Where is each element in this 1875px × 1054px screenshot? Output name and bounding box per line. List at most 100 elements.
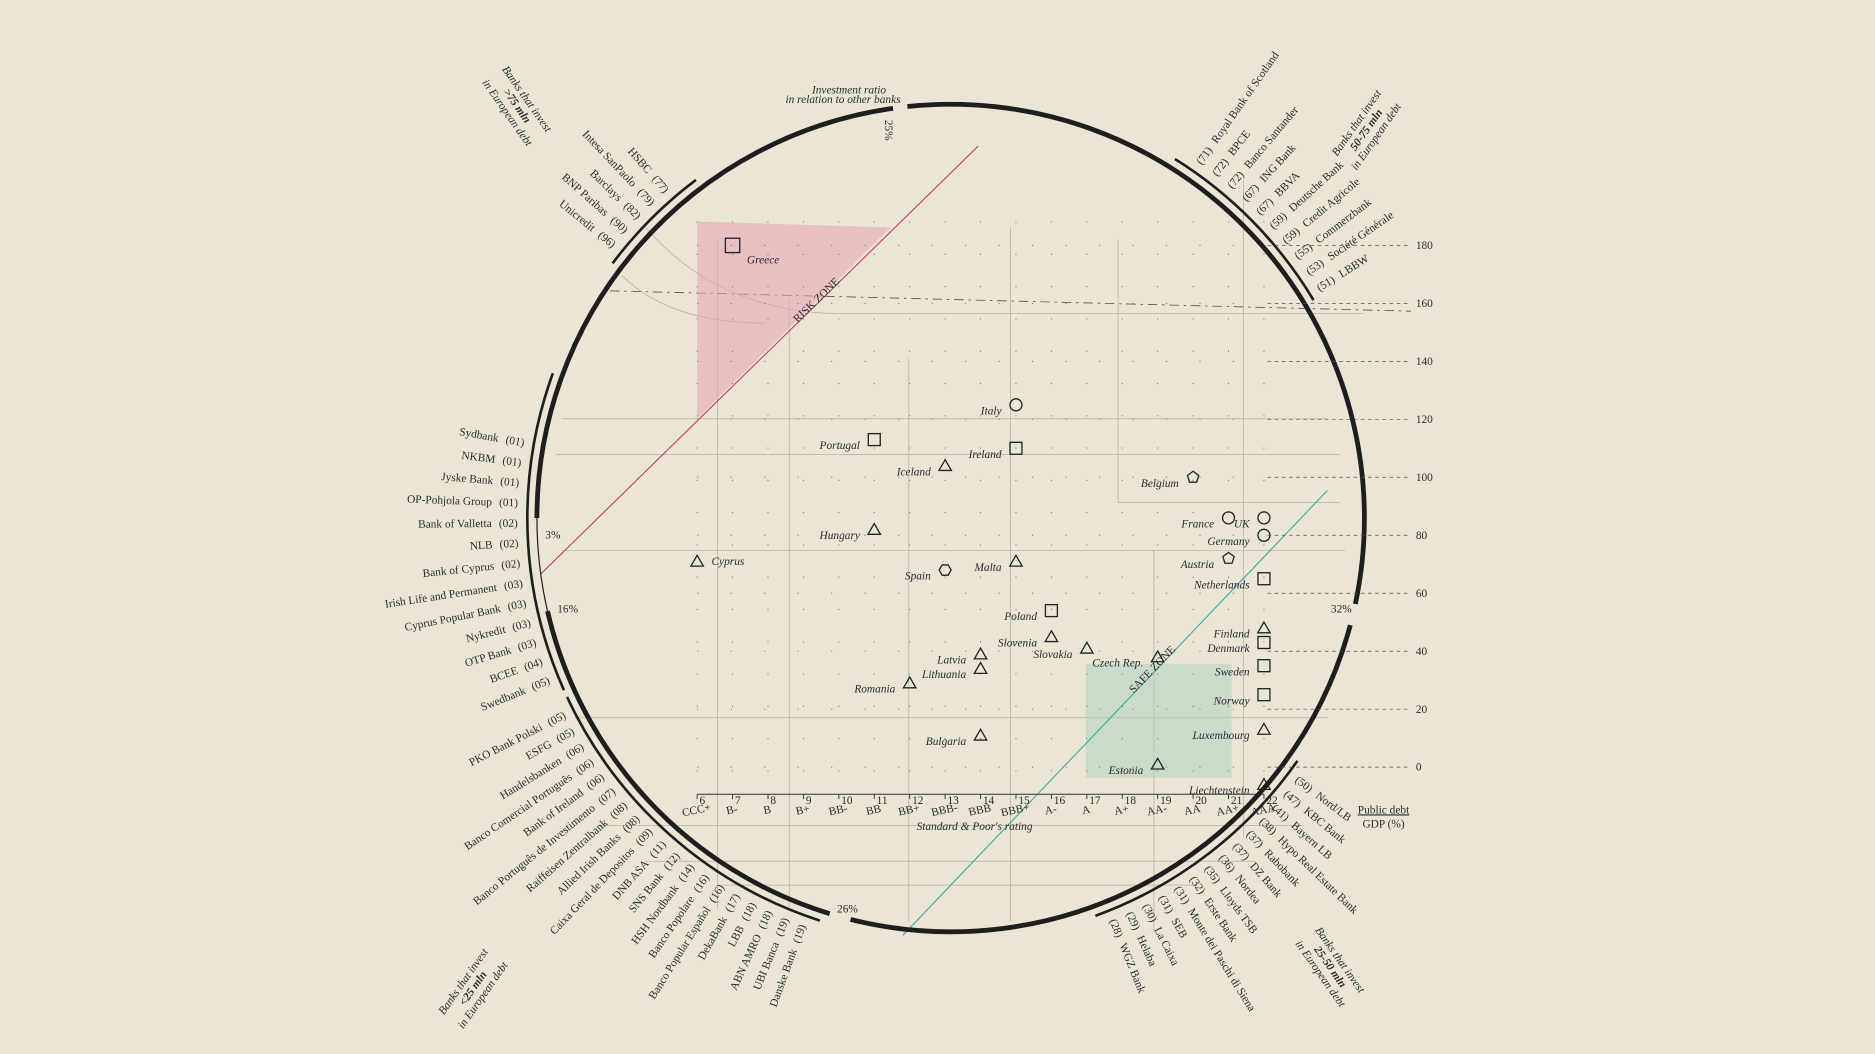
- marker-square: [1257, 659, 1271, 673]
- bank-count: (02): [499, 518, 518, 530]
- y-tick-label: 60: [1416, 588, 1428, 600]
- ratio-label: 3%: [545, 529, 561, 541]
- bank-count: (01): [502, 455, 523, 469]
- x-tick-number: 6: [700, 795, 706, 807]
- point-label: Sweden: [1215, 666, 1250, 678]
- safe-line: [902, 490, 1328, 936]
- bank-count: (03): [507, 598, 528, 614]
- x-tick-number: 22: [1266, 795, 1278, 807]
- x-tick-number: 15: [1018, 795, 1030, 807]
- ratio-label: 25%: [882, 120, 894, 141]
- ring-arc-thin: [536, 518, 549, 612]
- marker-triangle: [1150, 649, 1166, 663]
- ring-arc: [907, 101, 1367, 605]
- bank-count: (50): [1292, 774, 1315, 795]
- x-tick-label: BBB: [968, 802, 993, 819]
- x-tick-label: BB-: [828, 803, 849, 819]
- y-tick-label: 120: [1416, 414, 1433, 426]
- marker-triangle: [1044, 629, 1059, 643]
- x-tick-number: 20: [1195, 795, 1207, 807]
- bank-count: (03): [503, 578, 524, 593]
- x-tick-number: 21: [1231, 795, 1242, 807]
- ring-arc: [534, 105, 894, 519]
- ring: [526, 101, 1367, 935]
- marker-pentagon: [1186, 470, 1200, 483]
- x-tick-number: 9: [806, 795, 812, 807]
- bank-count: (18): [756, 909, 775, 931]
- bank-count: (09): [634, 826, 656, 848]
- x-tick-number: 18: [1125, 795, 1137, 807]
- point-label: Spain: [905, 571, 931, 583]
- bank-name: LBB: [726, 924, 747, 950]
- bank-count: (06): [574, 757, 597, 778]
- marker-circle: [1009, 398, 1023, 412]
- point-label: Latvia: [936, 655, 966, 667]
- ratio-title: Investment ratio: [811, 85, 886, 97]
- bank-name: Jyske Bank: [441, 471, 494, 487]
- bank-count: (05): [530, 675, 552, 693]
- bank-count: (19): [791, 923, 809, 945]
- point-label: Cyprus: [711, 556, 744, 568]
- marker-circle: [1257, 528, 1271, 542]
- marker-triangle: [1256, 722, 1272, 735]
- bank-count: (29): [1123, 910, 1142, 932]
- point-label: Slovakia: [1033, 649, 1072, 661]
- bank-name: OTP Bank: [464, 644, 514, 669]
- x-tick-label: AA: [1183, 803, 1202, 818]
- bank-name: NKBM: [461, 450, 496, 466]
- point-label: Romania: [853, 684, 895, 696]
- bank-name: PKO Bank Polski: [467, 722, 544, 769]
- bank-count: (03): [516, 637, 538, 654]
- x-tick-label: BB: [865, 803, 883, 818]
- marker-triangle: [689, 554, 705, 567]
- bank-name: NLB: [469, 539, 493, 552]
- bank-label: NKBM (01): [461, 450, 522, 470]
- bank-count: (16): [691, 872, 712, 895]
- bank-count: (55): [1293, 241, 1316, 262]
- bank-count: (01): [500, 476, 520, 490]
- bank-count: (07): [596, 786, 618, 807]
- point-label: UK: [1234, 518, 1251, 530]
- x-tick-number: 7: [735, 795, 741, 807]
- x-tick-label: B+: [795, 803, 811, 818]
- point-label: Malta: [973, 562, 1001, 574]
- x-tick-label: BBB-: [930, 802, 959, 819]
- point-label: Luxembourg: [1192, 730, 1250, 742]
- bank-count: (47): [1281, 789, 1303, 810]
- marker-triangle: [866, 522, 882, 535]
- x-tick-label: BB+: [897, 802, 921, 818]
- bank-name: Sydbank: [458, 426, 500, 445]
- bank-count: (31): [1171, 884, 1191, 907]
- ratio-title: in relation to other banks: [786, 94, 902, 106]
- bank-count: (30): [1140, 902, 1159, 924]
- marker-triangle: [902, 675, 917, 689]
- bank-label: Bank of Valletta (02): [418, 518, 518, 531]
- point-label: Czech Rep.: [1092, 658, 1143, 670]
- bank-count: (03): [511, 617, 532, 633]
- x-tick-label: AAA: [1250, 802, 1277, 819]
- bank-label: Irish Life and Permanent (03): [384, 578, 524, 611]
- group-bracket: [526, 372, 566, 691]
- x-tick-number: 11: [877, 795, 888, 807]
- point-label: Austria: [1180, 559, 1215, 571]
- group-bracket: [611, 178, 697, 265]
- marker-triangle: [1008, 554, 1024, 567]
- y-tick-label: 100: [1416, 472, 1433, 484]
- x-axis-label: Standard & Poor's rating: [917, 821, 1033, 833]
- x-tick-number: 8: [770, 795, 776, 807]
- point-label: Lithuania: [921, 669, 967, 681]
- x-tick-label: A+: [1113, 803, 1130, 818]
- point-label: Norway: [1213, 695, 1251, 707]
- bank-count: (04): [523, 656, 545, 674]
- y-axis-label: GDP (%): [1362, 819, 1404, 831]
- point-label: France: [1180, 518, 1214, 530]
- marker-triangle: [937, 458, 953, 472]
- x-tick-label: AA-: [1146, 802, 1168, 818]
- bank-count: (90): [608, 215, 630, 237]
- bank-count: (31): [1156, 893, 1176, 916]
- marker-square: [867, 432, 881, 447]
- bank-count: (11): [647, 838, 668, 860]
- bank-label: (28)WGZ Bank: [1107, 917, 1148, 995]
